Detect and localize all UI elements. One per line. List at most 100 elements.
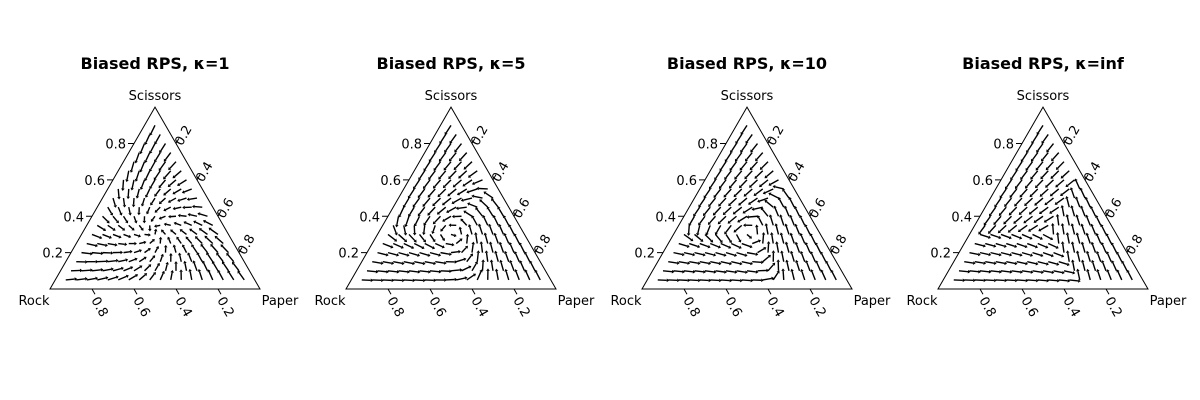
quiver-arrowhead [717,245,721,249]
quiver-arrow [413,179,421,188]
quiver-arrowhead [718,203,722,207]
quiver-arrowhead [125,258,129,262]
quiver-arrowhead [413,239,417,243]
quiver-arrow [221,245,230,254]
bottom-tick-label: 0.2 [805,295,828,320]
quiver-arrowhead [529,260,533,264]
right-tick-mark [1063,138,1068,144]
quiver-arrow [154,152,161,161]
quiver-arrowhead [794,241,799,245]
quiver-arrowhead [150,202,154,206]
quiver-arrow [1066,216,1070,226]
quiver-arrow [1045,197,1054,205]
quiver-arrowhead [740,131,744,136]
quiver-arrow [1021,233,1031,239]
quiver-arrowhead [455,206,459,211]
quiver-arrowhead [1019,236,1023,240]
quiver-arrowhead [486,206,490,210]
quiver-arrowhead [394,238,398,242]
quiver-arrowhead [108,235,112,239]
quiver-arrow [796,262,801,272]
quiver-arrow [499,243,505,253]
quiver-arrowhead [177,198,181,202]
quiver-arrowhead [476,250,481,253]
quiver-arrow [493,216,499,226]
quiver-arrow [715,224,722,234]
quiver-arrow [1101,244,1107,253]
quiver-arrow [201,245,209,254]
quiver-arrowhead [745,140,749,144]
quiver-arrow [170,272,173,281]
quiver-arrow [189,197,198,200]
quiver-arrowhead [809,251,814,255]
quiver-arrow [136,188,140,197]
quiver-arrow [466,274,475,281]
bottom-tick-mark [767,288,772,295]
quiver-arrow [1041,188,1049,196]
quiver-arrowhead [799,232,803,236]
quiver-arrowhead [197,268,202,272]
quiver-arrow [212,262,219,272]
right-tick-label: 0.6 [806,196,829,221]
quiver-arrowhead [192,260,196,264]
quiver-arrow [979,233,989,238]
quiver-arrowhead [100,267,104,272]
quiver-arrow [1061,188,1070,195]
quiver-arrow [734,188,743,196]
quiver-arrow [738,215,748,222]
quiver-arrowhead [1081,259,1085,263]
quiver-arrow [1006,242,1016,247]
quiver-arrowhead [158,236,163,240]
quiver-arrowhead [463,166,467,170]
quiver-arrow [816,262,822,272]
quiver-arrow [91,233,101,239]
quiver-arrowhead [998,252,1002,257]
quiver-arrowhead [432,203,436,207]
quiver-arrow [1046,161,1055,169]
quiver-arrow [969,251,979,256]
quiver-arrowhead [153,228,158,232]
quiver-arrow [1006,279,1016,282]
left-tick-label: 0.4 [951,210,972,225]
quiver-arrow [503,217,510,226]
quiver-arrowhead [1039,236,1043,240]
quiver-arrow [1097,271,1102,281]
quiver-arrowhead [428,176,432,180]
quiver-arrow [749,197,758,204]
quiver-arrowhead [1009,253,1013,257]
quiver-arrow [1030,206,1039,214]
quiver-arrowhead [739,167,743,171]
quiver-arrow [979,224,986,233]
quiver-arrow [746,233,751,238]
quiver-arrowhead [130,266,134,270]
quiver-arrow [408,251,418,256]
quiver-arrow [483,216,489,226]
quiver-arrowhead [404,239,408,243]
quiver-arrow [795,243,801,253]
quiver-arrow [745,188,753,196]
quiver-arrow [455,239,461,245]
quiver-arrowhead [139,186,144,190]
quiver-arrowhead [138,234,142,238]
quiver-arrow [757,248,765,254]
quiver-arrowhead [453,167,457,171]
quiver-arrow [138,274,146,281]
quiver-arrowhead [125,274,129,279]
quiver-arrowhead [1040,176,1044,180]
quiver-arrow [1020,188,1028,197]
quiver-arrowhead [708,203,712,208]
bottom-tick-mark [979,288,984,295]
quiver-arrowhead [1024,185,1028,189]
quiver-arrow [715,270,725,273]
quiver-arrowhead [451,200,455,205]
quiver-arrowhead [227,270,231,274]
quiver-arrowhead [90,251,93,256]
quiver-arrowhead [799,215,803,219]
quiver-arrowhead [489,259,494,263]
quiver-arrowhead [714,232,718,236]
quiver-arrow [1016,261,1026,265]
bottom-tick-mark [1105,288,1110,295]
quiver-arrow [736,251,746,256]
quiver-arrow [734,224,743,232]
quiver-arrow [160,143,167,152]
